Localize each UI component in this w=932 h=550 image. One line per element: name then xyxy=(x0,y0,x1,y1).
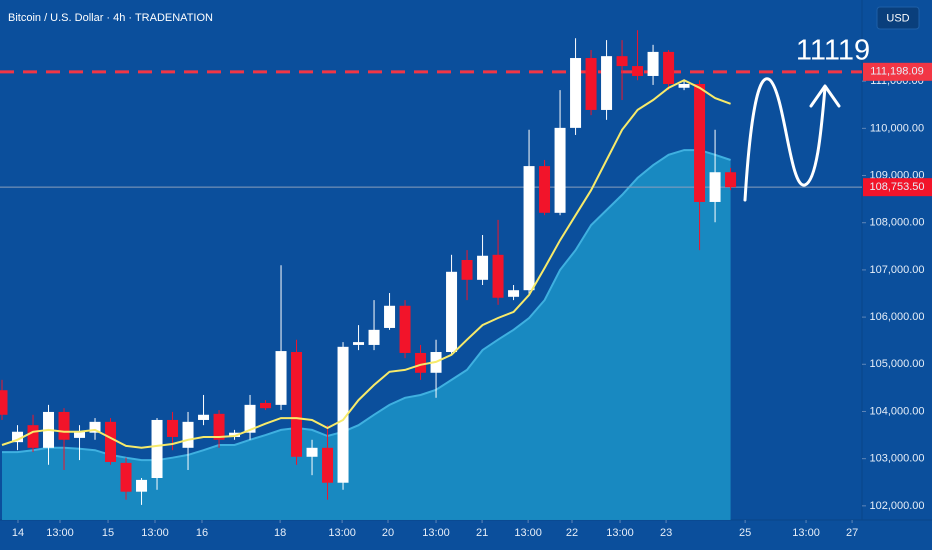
y-tick-label: 110,000.00 xyxy=(870,122,924,134)
candle-body xyxy=(182,421,194,448)
candle-body xyxy=(151,419,163,479)
candle-body xyxy=(198,414,210,420)
candle-body xyxy=(275,351,287,405)
x-tick-label: 13:00 xyxy=(792,527,820,539)
y-tick-label: 104,000.00 xyxy=(869,405,924,417)
candle-body xyxy=(291,352,303,457)
currency-label[interactable]: USD xyxy=(886,12,909,24)
y-tick-label: 103,000.00 xyxy=(869,453,924,465)
candle-body xyxy=(492,254,504,298)
candle-body xyxy=(0,390,8,415)
y-tick-label: 107,000.00 xyxy=(869,264,924,276)
candle-body xyxy=(105,421,117,462)
candle-body xyxy=(120,462,132,492)
candle-body xyxy=(725,172,737,188)
x-tick-label: 16 xyxy=(196,527,208,539)
candle-body xyxy=(27,425,39,448)
candle-body xyxy=(709,172,721,202)
candle-body xyxy=(415,352,427,373)
candle-body xyxy=(539,166,551,213)
x-tick-label: 25 xyxy=(739,527,751,539)
candle-body xyxy=(585,58,597,110)
candle-body xyxy=(477,255,489,280)
candle-body xyxy=(632,66,644,76)
y-tick-label: 106,000.00 xyxy=(869,311,924,323)
x-tick-label: 13:00 xyxy=(514,527,542,539)
y-tick-label: 102,000.00 xyxy=(869,500,924,512)
x-tick-label: 27 xyxy=(846,527,858,539)
candle-body xyxy=(399,305,411,353)
x-tick-label: 18 xyxy=(274,527,286,539)
candle-body xyxy=(601,56,613,110)
candle-body xyxy=(523,166,535,291)
x-tick-label: 22 xyxy=(566,527,578,539)
price-label: 111,198.09 xyxy=(870,66,923,78)
candle-body xyxy=(260,402,272,409)
candle-body xyxy=(353,342,365,345)
x-tick-label: 21 xyxy=(476,527,488,539)
x-tick-label: 15 xyxy=(102,527,114,539)
ma-area xyxy=(2,150,731,520)
candle-body xyxy=(570,58,582,128)
candle-body xyxy=(136,479,148,492)
candle-body xyxy=(229,432,241,437)
plot-area xyxy=(0,30,862,520)
x-tick-label: 13:00 xyxy=(46,527,74,539)
candle-body xyxy=(508,290,520,297)
y-tick-label: 105,000.00 xyxy=(869,358,924,370)
drawn-arrowhead xyxy=(809,84,841,108)
candle-body xyxy=(213,413,225,440)
candle-body xyxy=(58,411,70,440)
x-tick-label: 14 xyxy=(12,527,24,539)
chart-title: Bitcoin / U.S. Dollar · 4h · TRADENATION xyxy=(8,12,213,24)
candle-body xyxy=(663,51,675,84)
price-label: 108,753.50 xyxy=(869,181,924,193)
price-label-box xyxy=(863,62,932,81)
candle-body xyxy=(461,260,473,280)
candle-body xyxy=(446,271,458,353)
candle-body xyxy=(244,404,256,433)
candle-body xyxy=(74,431,86,438)
candle-body xyxy=(678,83,690,88)
annotation: 11119 xyxy=(796,35,870,67)
x-tick-label: 23 xyxy=(660,527,672,539)
candle-body xyxy=(12,431,24,443)
x-tick-label: 13:00 xyxy=(606,527,634,539)
candle-body xyxy=(322,447,334,483)
drawn-curve xyxy=(743,77,827,202)
x-tick-label: 20 xyxy=(382,527,394,539)
candle-body xyxy=(694,83,706,202)
x-tick-label: 13:00 xyxy=(422,527,450,539)
x-tick-label: 13:00 xyxy=(328,527,356,539)
candle-body xyxy=(306,447,318,457)
y-tick-label: 108,000.00 xyxy=(869,217,924,229)
candle-body xyxy=(384,305,396,328)
currency-button[interactable] xyxy=(876,6,920,30)
ma-area-edge xyxy=(2,149,731,462)
candle-body xyxy=(337,346,349,483)
x-tick-label: 13:00 xyxy=(141,527,169,539)
candle-body xyxy=(368,329,380,345)
price-label-box xyxy=(863,178,932,197)
candle-body xyxy=(554,127,566,213)
candle-body xyxy=(167,419,179,437)
ema-line xyxy=(1,79,731,449)
candle-body xyxy=(89,421,101,433)
candle-body xyxy=(616,56,628,67)
axes: 102,000.00 103,000.00 104,000.00 105,000.00… xyxy=(12,62,932,539)
candle-body xyxy=(647,51,659,76)
